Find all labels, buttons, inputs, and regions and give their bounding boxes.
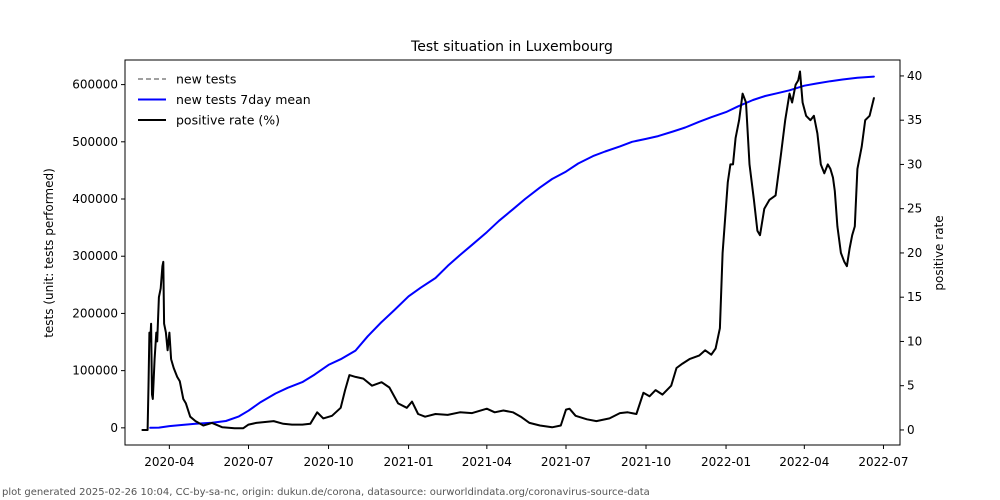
- x-tick-label: 2021-04: [462, 455, 512, 469]
- y-left-tick-label: 300000: [72, 249, 118, 263]
- x-axis: 2020-04 2020-07 2020-10 2021-01 2021-04 2021-…: [144, 445, 909, 469]
- y-axis-right-label: positive rate: [932, 215, 946, 290]
- x-tick-label: 2020-10: [303, 455, 353, 469]
- y-right-tick-label: 25: [907, 202, 922, 216]
- legend-label: positive rate (%): [176, 113, 280, 128]
- y-left-tick-label: 500000: [72, 135, 118, 149]
- y-left-tick-label: 200000: [72, 306, 118, 320]
- y-right-tick-label: 40: [907, 69, 922, 83]
- y-axis-right: 0 5 10 15 20 25 30 35 40: [900, 69, 922, 437]
- legend-label: new tests 7day mean: [176, 92, 311, 107]
- y-right-tick-label: 15: [907, 290, 922, 304]
- y-right-tick-label: 35: [907, 113, 922, 127]
- legend: new tests new tests 7day mean positive rat…: [138, 72, 311, 128]
- x-tick-label: 2022-01: [701, 455, 751, 469]
- x-tick-label: 2021-07: [541, 455, 591, 469]
- y-right-tick-label: 0: [907, 423, 915, 437]
- y-left-tick-label: 100000: [72, 364, 118, 378]
- y-right-tick-label: 5: [907, 379, 915, 393]
- x-tick-label: 2021-01: [383, 455, 433, 469]
- y-right-tick-label: 20: [907, 246, 922, 260]
- series-layer: [141, 70, 875, 431]
- y-right-tick-label: 30: [907, 157, 922, 171]
- x-tick-label: 2021-10: [621, 455, 671, 469]
- footer-note: plot generated 2025-02-26 10:04, CC-by-s…: [2, 487, 650, 498]
- legend-label: new tests: [176, 72, 236, 87]
- x-tick-label: 2022-07: [858, 455, 908, 469]
- series-line-positive-rate: [141, 70, 875, 431]
- series-line-new-tests-7day-mean: [149, 75, 875, 429]
- y-axis-left-label: tests (unit: tests performed): [42, 168, 56, 338]
- x-tick-label: 2020-07: [223, 455, 273, 469]
- chart-title: Test situation in Luxembourg: [410, 39, 613, 55]
- y-left-tick-label: 600000: [72, 78, 118, 92]
- y-left-tick-label: 400000: [72, 192, 118, 206]
- y-left-tick-label: 0: [110, 421, 118, 435]
- y-axis-left: 0 100000 200000 300000 400000 500000 600000: [72, 78, 125, 435]
- x-tick-label: 2022-04: [779, 455, 829, 469]
- y-right-tick-label: 10: [907, 334, 922, 348]
- x-tick-label: 2020-04: [144, 455, 194, 469]
